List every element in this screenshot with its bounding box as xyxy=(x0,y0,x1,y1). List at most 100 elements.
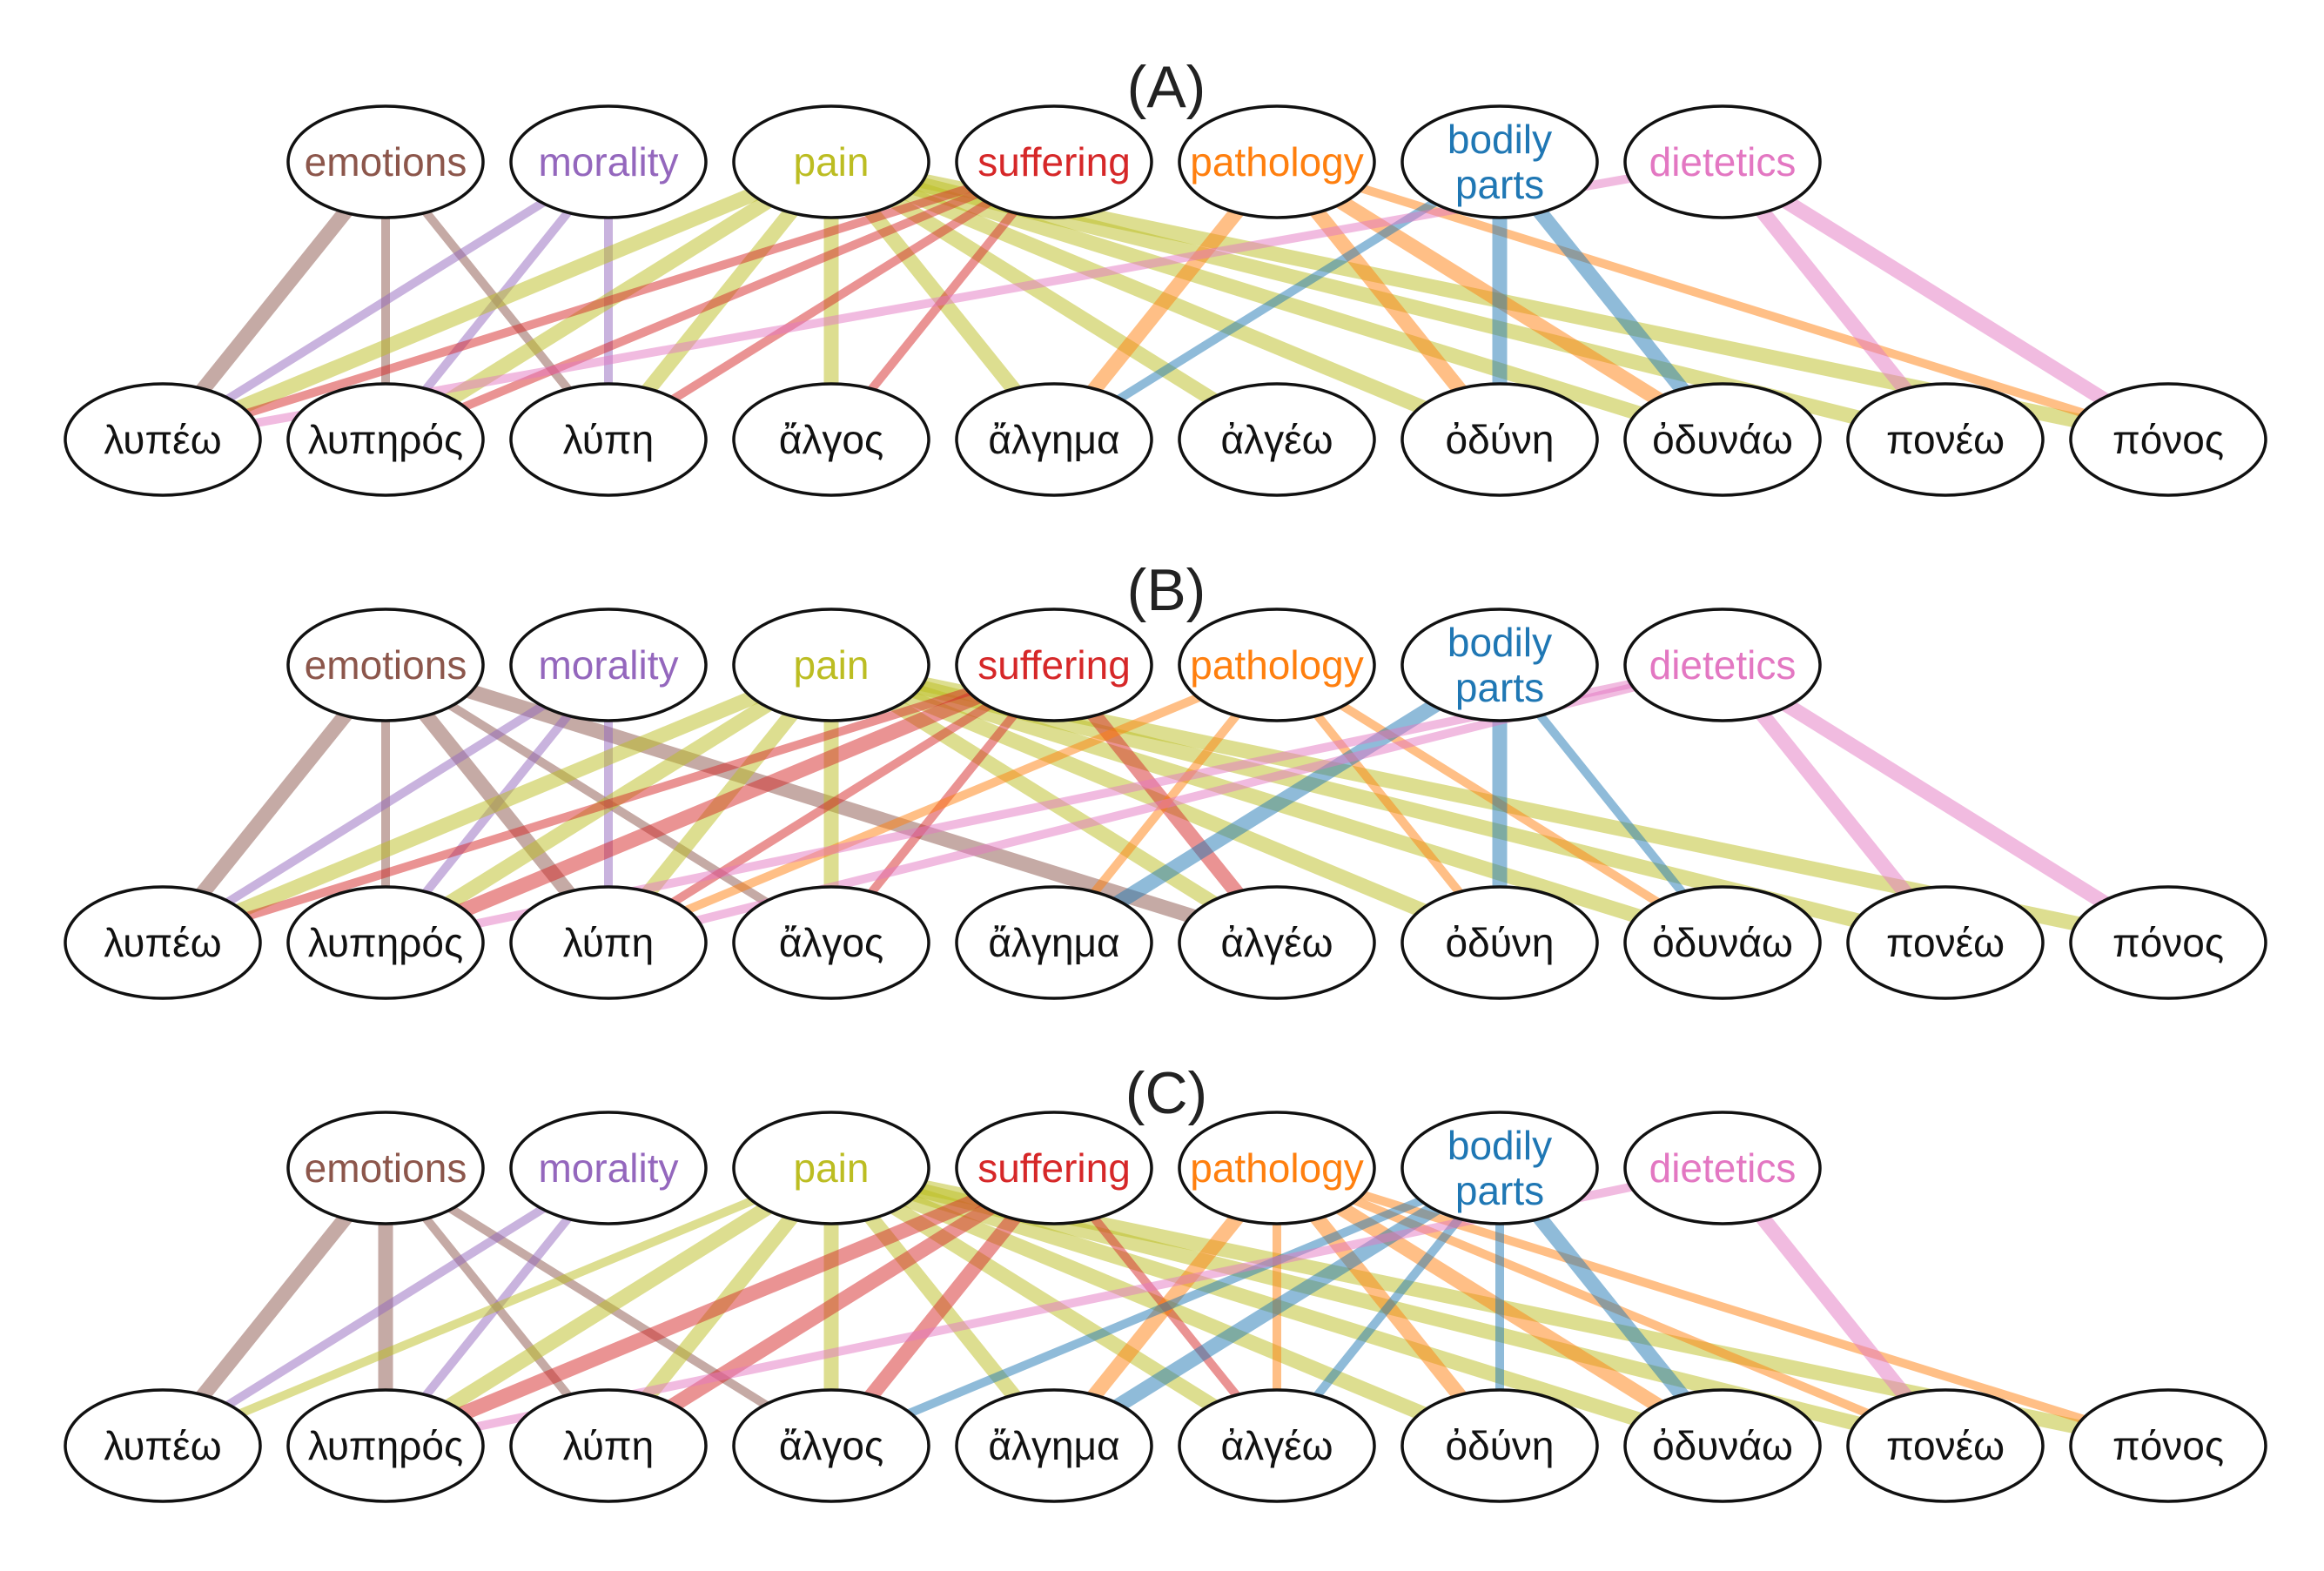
word-node-7: ὀδύνη xyxy=(1400,382,1599,497)
word-node-7: ὀδύνη xyxy=(1400,885,1599,1000)
word-ellipse xyxy=(1846,885,2045,1000)
word-label: ὀδυνάω xyxy=(1652,920,1793,965)
panel-3: emotions morality pain suffering pathology bo… xyxy=(64,1060,2267,1503)
edge-dietetics-10 xyxy=(1718,658,2173,950)
word-ellipse xyxy=(732,382,930,497)
word-ellipse xyxy=(1400,1388,1599,1503)
edge-bodily_parts-4 xyxy=(830,1164,1501,1450)
word-node-1: λυπέω xyxy=(64,382,262,497)
word-label: ἄλγος xyxy=(779,417,883,462)
category-label: pathology xyxy=(1190,1145,1364,1191)
edge-pain-2 xyxy=(381,1161,836,1453)
category-ellipse xyxy=(1400,608,1599,722)
word-ellipse xyxy=(955,1388,1153,1503)
category-ellipse xyxy=(732,1111,930,1225)
word-label: πονέω xyxy=(1886,920,2005,965)
category-label: pathology xyxy=(1190,139,1364,185)
word-node-1: λυπέω xyxy=(64,885,262,1000)
word-ellipse xyxy=(1846,382,2045,497)
category-ellipse xyxy=(509,608,708,722)
category-label: emotions xyxy=(305,139,467,185)
category-label: pathology xyxy=(1190,642,1364,688)
category-label: morality xyxy=(538,139,678,185)
category-ellipse xyxy=(286,104,485,219)
category-label: suffering xyxy=(977,139,1131,185)
edge-bodily_parts-5 xyxy=(1051,158,1502,444)
word-label: πονέω xyxy=(1886,1423,2005,1468)
category-label: dietetics xyxy=(1649,642,1797,688)
word-ellipse xyxy=(1846,1388,2045,1503)
category-ellipse xyxy=(286,608,485,722)
word-label: λύπη xyxy=(563,1423,654,1468)
word-label: πονέω xyxy=(1886,417,2005,462)
word-ellipse xyxy=(64,1388,262,1503)
word-ellipse xyxy=(2069,1388,2267,1503)
word-label: ὀδύνη xyxy=(1446,920,1555,965)
category-ellipse xyxy=(509,1111,708,1225)
word-label: ἄλγος xyxy=(779,920,883,965)
edge-suffering-2 xyxy=(382,658,1058,950)
word-ellipse xyxy=(2069,885,2267,1000)
panel-label: (A) xyxy=(1127,54,1206,120)
word-ellipse xyxy=(955,885,1153,1000)
category-node-pathology: pathology xyxy=(1178,1111,1376,1225)
word-ellipse xyxy=(1623,382,1822,497)
word-node-6: ἀλγέω xyxy=(1178,1388,1376,1503)
category-label: emotions xyxy=(305,1145,467,1191)
word-node-2: λυπηρός xyxy=(286,885,485,1000)
word-node-6: ἀλγέω xyxy=(1178,382,1376,497)
category-ellipse xyxy=(1623,608,1822,722)
word-label: λυπέω xyxy=(104,417,221,462)
category-label: bodily xyxy=(1447,1123,1552,1168)
category-node-emotions: emotions xyxy=(286,1111,485,1225)
edge-dietetics-10 xyxy=(1718,155,2173,446)
word-label: λυπέω xyxy=(104,1423,221,1468)
category-node-pain: pain xyxy=(732,1111,930,1225)
word-node-10: πόνος xyxy=(2069,885,2267,1000)
category-ellipse xyxy=(732,104,930,219)
category-ellipse xyxy=(1178,104,1376,219)
word-label: πόνος xyxy=(2112,1423,2224,1468)
category-label: emotions xyxy=(305,642,467,688)
word-label: λυπηρός xyxy=(308,920,463,965)
category-ellipse xyxy=(1400,104,1599,219)
edge-pain-1 xyxy=(159,658,835,950)
word-ellipse xyxy=(1400,885,1599,1000)
edge-bodily_parts-5 xyxy=(1050,658,1504,950)
edge-suffering-3 xyxy=(606,661,1057,947)
category-label: morality xyxy=(538,642,678,688)
edge-suffering-2 xyxy=(384,158,1056,444)
word-ellipse xyxy=(509,885,708,1000)
word-ellipse xyxy=(1178,382,1376,497)
category-label: suffering xyxy=(977,1145,1131,1191)
word-label: ὀδύνη xyxy=(1446,1423,1555,1468)
edge-suffering-3 xyxy=(604,1161,1058,1453)
category-label: pain xyxy=(794,139,870,185)
category-node-dietetics: dietetics xyxy=(1623,608,1822,722)
category-node-pathology: pathology xyxy=(1178,104,1376,219)
category-node-suffering: suffering xyxy=(955,608,1153,722)
word-ellipse xyxy=(732,1388,930,1503)
word-ellipse xyxy=(286,382,485,497)
category-ellipse xyxy=(955,1111,1153,1225)
word-node-5: ἄλγημα xyxy=(955,1388,1153,1503)
edge-suffering-3 xyxy=(606,158,1057,444)
word-label: ἀλγέω xyxy=(1220,920,1333,965)
word-ellipse xyxy=(1623,885,1822,1000)
word-label: ἄλγημα xyxy=(988,920,1119,965)
word-node-9: πονέω xyxy=(1846,885,2045,1000)
word-ellipse xyxy=(286,1388,485,1503)
category-ellipse xyxy=(732,608,930,722)
word-label: λύπη xyxy=(563,920,654,965)
category-node-suffering: suffering xyxy=(955,1111,1153,1225)
category-label: dietetics xyxy=(1649,139,1797,185)
panel-2: emotions morality pain suffering pathology bo… xyxy=(64,557,2267,1000)
edge-morality-1 xyxy=(160,661,611,947)
category-ellipse xyxy=(509,104,708,219)
word-node-9: πονέω xyxy=(1846,382,2045,497)
word-node-8: ὀδυνάω xyxy=(1623,382,1822,497)
